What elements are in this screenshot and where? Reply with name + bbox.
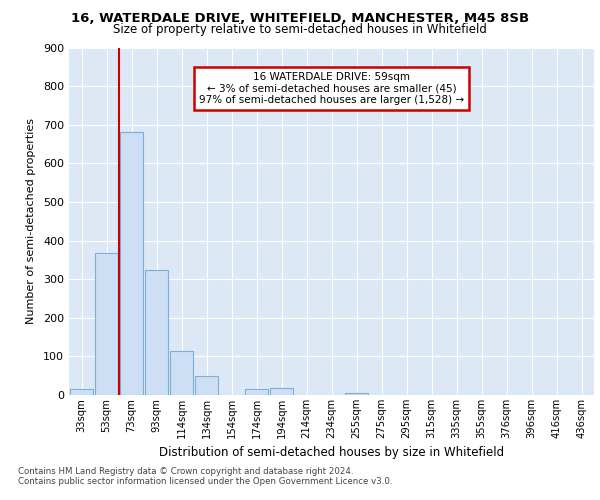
Bar [145, 270, 168, 395]
Text: Contains public sector information licensed under the Open Government Licence v3: Contains public sector information licen… [18, 477, 392, 486]
Bar [170, 350, 193, 395]
Bar [195, 376, 218, 395]
Text: 16 WATERDALE DRIVE: 59sqm
← 3% of semi-detached houses are smaller (45)
97% of s: 16 WATERDALE DRIVE: 59sqm ← 3% of semi-d… [199, 72, 464, 105]
X-axis label: Distribution of semi-detached houses by size in Whitefield: Distribution of semi-detached houses by … [159, 446, 504, 460]
Text: 16, WATERDALE DRIVE, WHITEFIELD, MANCHESTER, M45 8SB: 16, WATERDALE DRIVE, WHITEFIELD, MANCHES… [71, 12, 529, 26]
Bar [120, 132, 143, 395]
Bar [345, 393, 368, 395]
Bar [245, 389, 268, 395]
Text: Contains HM Land Registry data © Crown copyright and database right 2024.: Contains HM Land Registry data © Crown c… [18, 467, 353, 476]
Y-axis label: Number of semi-detached properties: Number of semi-detached properties [26, 118, 36, 324]
Bar [270, 388, 293, 395]
Bar [70, 389, 93, 395]
Bar [95, 253, 118, 395]
Text: Size of property relative to semi-detached houses in Whitefield: Size of property relative to semi-detach… [113, 22, 487, 36]
